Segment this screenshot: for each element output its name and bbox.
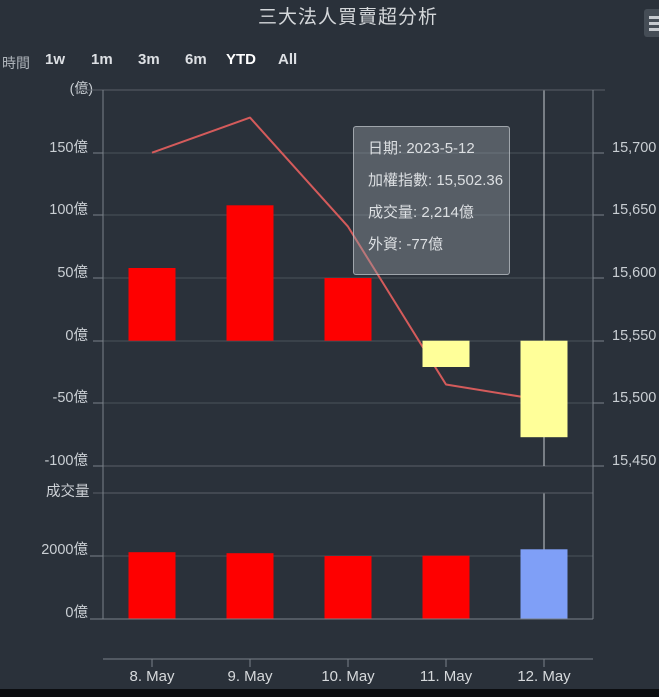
x-axis-label: 11. May [420, 668, 473, 685]
tooltip: 日期: 2023-5-12 加權指數: 15,502.36 成交量: 2,214… [353, 126, 510, 275]
x-axis-label: 10. May [321, 668, 375, 685]
foreign-bar-2[interactable] [324, 278, 372, 341]
volume-bar-0[interactable] [128, 552, 176, 619]
range-button-3m[interactable]: 3m [138, 51, 160, 68]
left-axis-label: -100億 [44, 452, 88, 469]
left-axis-label: 0億 [65, 327, 88, 344]
foreign-bar-3[interactable] [422, 340, 470, 367]
tooltip-date: 日期: 2023-5-12 [368, 140, 475, 157]
x-axis-label: 9. May [227, 668, 273, 685]
volume-chart-title: 成交量 [46, 484, 90, 500]
volume-bar-1[interactable] [226, 553, 274, 619]
left-axis-label: -50億 [53, 389, 88, 406]
left-axis-label: 50億 [57, 264, 88, 281]
main-axis-unit-label: (億) [69, 80, 93, 96]
range-button-6m[interactable]: 6m [185, 51, 207, 68]
hamburger-menu-icon [649, 16, 659, 34]
right-axis-label: 15,450 [612, 453, 656, 469]
volume-bar-4[interactable] [520, 549, 568, 619]
foreign-bar-0[interactable] [128, 268, 176, 341]
volume-bar-2[interactable] [324, 556, 372, 619]
range-button-all[interactable]: All [278, 51, 298, 68]
right-axis-label: 15,600 [612, 265, 656, 281]
index-line[interactable] [151, 116, 545, 402]
chart-title: 三大法人買賣超分析 [257, 7, 438, 28]
right-axis-label: 15,500 [612, 390, 656, 406]
volume-axis-label: 0億 [65, 604, 88, 621]
foreign-bar-1[interactable] [226, 205, 274, 341]
volume-axis-label: 2000億 [41, 541, 88, 558]
range-button-1w[interactable]: 1w [45, 51, 66, 68]
x-axis-label: 8. May [129, 668, 175, 685]
left-axis-label: 100億 [49, 201, 88, 218]
range-button-ytd[interactable]: YTD [226, 51, 256, 68]
range-button-1m[interactable]: 1m [91, 51, 113, 68]
foreign-bar-4[interactable] [520, 340, 568, 438]
tooltip-index: 加權指數: 15,502.36 [368, 172, 504, 189]
left-axis-label: 150億 [49, 139, 88, 156]
tooltip-volume: 成交量: 2,214億 [368, 204, 474, 221]
export-menu-button[interactable] [644, 9, 659, 37]
volume-bar-3[interactable] [422, 555, 470, 619]
tooltip-foreign: 外資: -77億 [368, 236, 444, 253]
page-bottom-strip [0, 689, 659, 697]
range-selector-label: 時間 [2, 55, 30, 71]
x-axis-label: 12. May [517, 668, 571, 685]
right-axis-label: 15,700 [612, 140, 656, 156]
right-axis-label: 15,650 [612, 202, 656, 218]
right-axis-label: 15,550 [612, 328, 656, 344]
